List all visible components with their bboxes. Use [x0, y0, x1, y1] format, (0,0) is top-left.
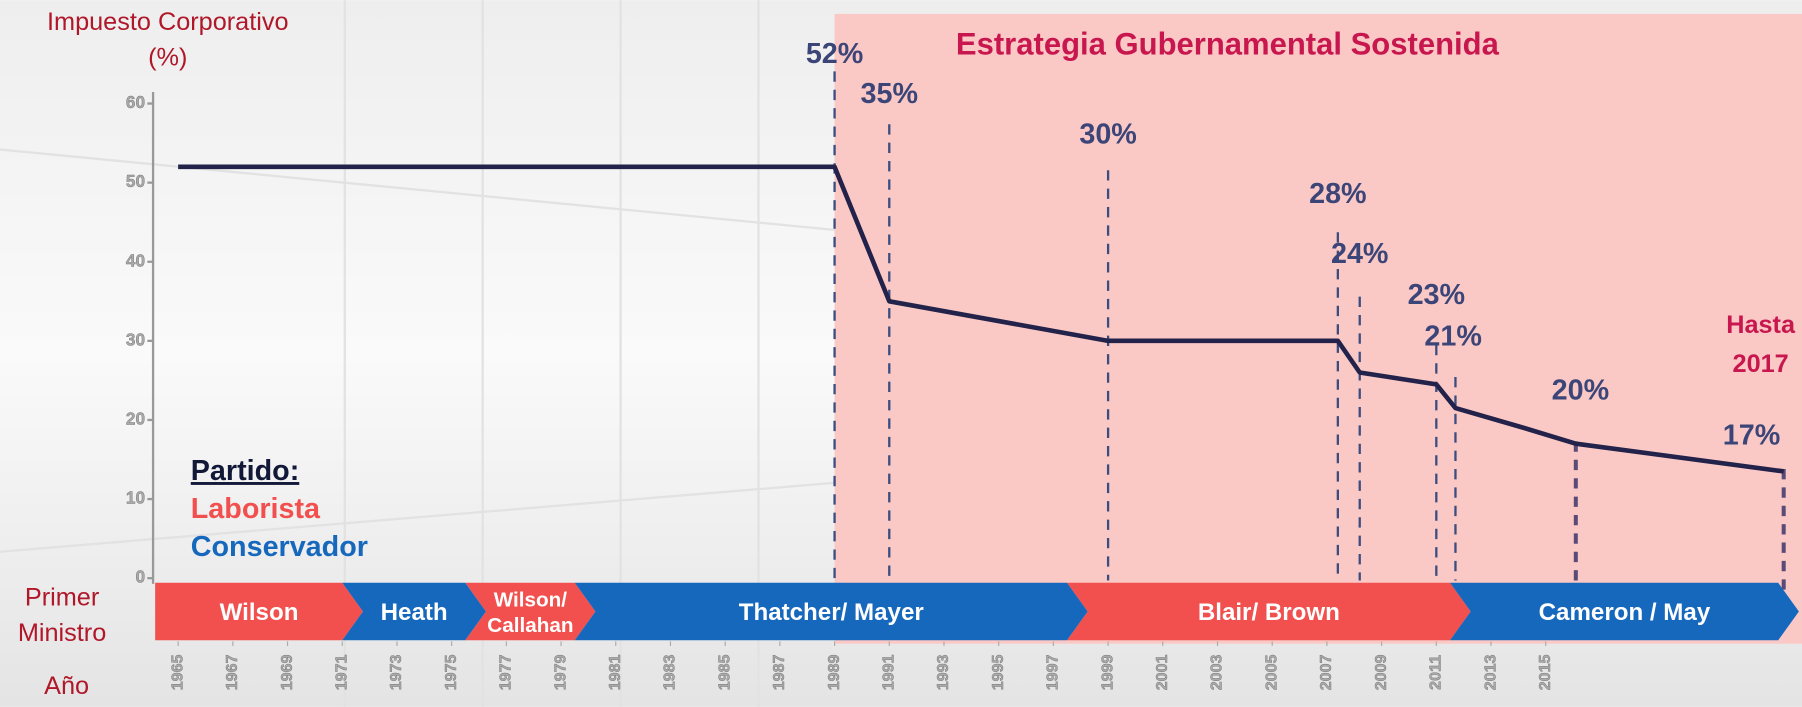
x-tick-label: 1975: [442, 654, 460, 690]
region-title: Estrategia Gubernamental Sostenida: [956, 26, 1500, 61]
x-tick-label: 2009: [1372, 654, 1390, 690]
x-tick-label: 2005: [1262, 654, 1280, 690]
y-tick-label: 60: [126, 92, 145, 112]
x-tick-label: 1991: [880, 654, 898, 690]
rate-label: 52%: [806, 38, 863, 70]
x-tick-label: 1995: [989, 654, 1007, 690]
pm-name: Blair/ Brown: [1198, 599, 1340, 626]
y-tick-label: 40: [126, 250, 145, 270]
pm-name: Wilson/: [494, 589, 568, 612]
legend-entry: Laborista: [191, 493, 321, 525]
y-tick-label: 50: [126, 171, 145, 191]
x-tick-label: 1977: [497, 654, 515, 690]
x-tick-label: 1979: [551, 654, 569, 690]
pm-name: Thatcher/ Mayer: [739, 599, 925, 626]
x-tick-label: 1987: [770, 654, 788, 690]
pm-name: Heath: [381, 599, 448, 626]
rate-label: 30%: [1079, 118, 1136, 150]
background-grid: [0, 0, 836, 707]
x-tick-label: 1973: [387, 654, 405, 690]
x-tick-label: 2015: [1536, 654, 1554, 690]
pm-segment: [155, 582, 363, 641]
x-tick-label: 2013: [1481, 654, 1499, 690]
rate-label: 20%: [1552, 375, 1609, 407]
strategy-region: [834, 13, 1802, 644]
pm-axis-title: Primer: [25, 584, 99, 612]
x-tick-label: 1965: [168, 654, 186, 690]
x-tick-label: 1981: [606, 654, 624, 690]
note: 2017: [1733, 350, 1789, 378]
rate-label: 17%: [1723, 419, 1780, 451]
pm-name: Callahan: [487, 614, 573, 637]
x-tick-label: 1997: [1044, 654, 1062, 690]
pm-name: Cameron / May: [1539, 599, 1711, 626]
pm-axis-title: Ministro: [18, 619, 106, 647]
pm-name: Wilson: [220, 599, 299, 626]
x-tick-label: 2007: [1317, 654, 1335, 690]
x-tick-label: 1999: [1098, 654, 1116, 690]
note: Hasta: [1726, 311, 1796, 339]
rate-label: 28%: [1309, 178, 1366, 210]
pm-segment: [1449, 582, 1799, 641]
pm-segment: [1067, 582, 1471, 641]
rate-label: 23%: [1408, 279, 1465, 311]
x-tick-label: 1989: [825, 654, 843, 690]
x-tick-label: 1985: [715, 654, 733, 690]
pm-segment: [574, 582, 1088, 641]
y-axis-title: (%): [148, 43, 187, 71]
x-tick-label: 1971: [332, 654, 350, 690]
y-tick-label: 20: [126, 409, 145, 429]
y-tick-label: 0: [135, 567, 145, 587]
y-axis-title: Impuesto Corporativo: [47, 8, 289, 36]
pm-segment: [342, 582, 487, 641]
x-tick-label: 2003: [1208, 654, 1226, 690]
rate-line: [178, 164, 1784, 474]
x-tick-label: 1983: [661, 654, 679, 690]
x-tick-label: 1993: [934, 654, 952, 690]
x-tick-label: 2011: [1427, 655, 1445, 690]
legend-entry: Conservador: [191, 531, 368, 563]
x-axis-title: Año: [44, 672, 89, 700]
rate-label: 35%: [861, 78, 918, 110]
x-tick-label: 1967: [223, 654, 241, 690]
rate-label: 21%: [1424, 321, 1481, 353]
pm-segment: [465, 582, 596, 641]
rate-label: 24%: [1331, 238, 1388, 270]
y-tick-label: 10: [126, 488, 145, 508]
y-tick-label: 30: [126, 329, 145, 349]
x-tick-label: 1969: [278, 654, 296, 690]
legend-title: Partido:: [191, 455, 299, 487]
x-tick-label: 2001: [1153, 654, 1171, 690]
